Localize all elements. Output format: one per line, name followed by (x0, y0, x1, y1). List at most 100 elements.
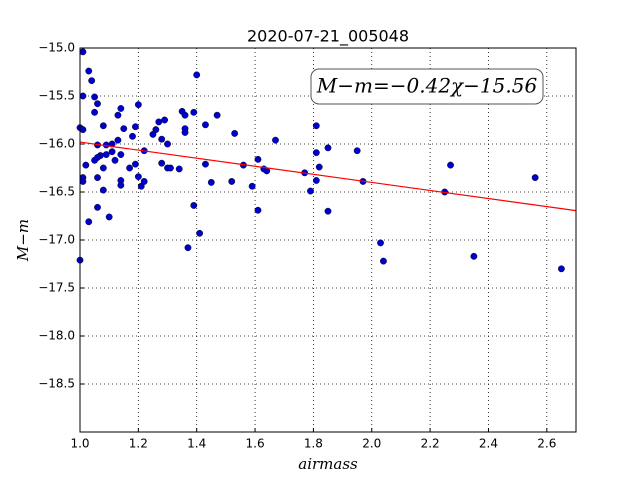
point (158, 159, 166, 167)
y-tick-label: −18.5 (38, 377, 75, 391)
fit-line (79, 141, 577, 212)
point (85, 67, 93, 75)
y-tick-label: −18.0 (38, 329, 75, 343)
x-tick-label: 1.6 (246, 437, 265, 451)
point (85, 218, 93, 226)
point (126, 164, 134, 172)
point (231, 130, 239, 137)
point (79, 48, 87, 56)
y-tick-label: −15.0 (38, 41, 75, 55)
point (99, 122, 107, 130)
y-axis-label: M−m (14, 219, 32, 262)
point (117, 181, 125, 189)
point (324, 207, 332, 215)
point (312, 149, 320, 157)
point (447, 161, 454, 169)
point (207, 178, 215, 186)
point (102, 151, 110, 158)
point (99, 186, 107, 194)
point (272, 136, 279, 144)
point (531, 174, 539, 182)
point (111, 156, 119, 164)
axes-frame (79, 47, 577, 433)
chart-title: 2020-07-21_005048 (247, 27, 409, 47)
x-tick-label: 2.4 (479, 437, 498, 451)
point (158, 135, 166, 143)
point (134, 101, 142, 109)
y-tick-label: −16.5 (38, 185, 75, 199)
y-tick-label: −16.0 (38, 137, 75, 151)
x-tick-label: 1.4 (187, 437, 206, 451)
point (315, 163, 323, 171)
x-tick-label: 2.2 (421, 437, 440, 451)
point (132, 123, 139, 131)
point (91, 108, 98, 116)
point (377, 239, 384, 247)
x-axis-label: airmass (298, 455, 358, 473)
point (164, 140, 171, 148)
point (88, 77, 96, 85)
y-tick-label: −17.5 (38, 281, 75, 295)
point (254, 206, 262, 214)
point (117, 151, 125, 158)
x-tick-label: 2.6 (537, 437, 556, 451)
point (312, 122, 320, 130)
x-tick-label: 1.2 (129, 437, 148, 451)
point (324, 144, 332, 152)
point (79, 126, 87, 134)
point (470, 252, 478, 260)
point (91, 156, 98, 164)
point (558, 265, 565, 273)
point (99, 164, 107, 172)
point (202, 121, 209, 129)
point (307, 187, 314, 195)
point (202, 160, 209, 168)
point (181, 129, 189, 136)
point (132, 160, 139, 168)
point (380, 257, 387, 265)
point (94, 174, 101, 182)
point (190, 108, 198, 116)
point (94, 203, 101, 211)
point (108, 148, 116, 156)
plot (76, 47, 577, 432)
point (79, 92, 87, 100)
point (353, 147, 361, 155)
point (161, 116, 169, 124)
point (140, 178, 148, 185)
x-tick-label: 1.0 (70, 437, 89, 451)
y-tick-label: −15.5 (38, 89, 75, 103)
point (184, 244, 192, 252)
point (228, 178, 236, 185)
point (114, 136, 122, 144)
point (82, 161, 90, 169)
point (94, 100, 101, 108)
point (155, 118, 163, 126)
point (152, 126, 160, 134)
point (196, 229, 204, 237)
point (114, 111, 122, 119)
annotation: M−m=−0.42χ−15.56 (316, 74, 538, 98)
point (190, 202, 198, 209)
point (91, 93, 98, 101)
point (193, 71, 201, 79)
point (181, 111, 189, 119)
x-tick-label: 1.8 (304, 437, 323, 451)
x-tick-label: 2.0 (362, 437, 381, 451)
point (79, 178, 87, 185)
point (120, 125, 128, 133)
point (213, 111, 221, 119)
point (167, 164, 174, 172)
point (117, 105, 125, 112)
point (129, 132, 136, 140)
point (134, 173, 142, 181)
y-tick-label: −17.0 (38, 233, 75, 247)
point (105, 213, 113, 221)
annotation-box (310, 68, 544, 105)
point (254, 155, 262, 163)
point (175, 165, 183, 173)
point (248, 182, 256, 190)
point (312, 177, 320, 184)
